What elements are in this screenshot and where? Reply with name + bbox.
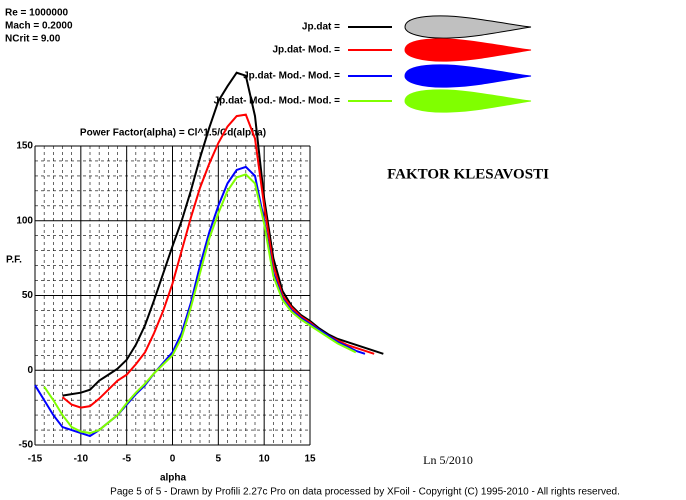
info-line: NCrit = 9.00 [5, 34, 61, 45]
y-tick-label: 0 [27, 365, 33, 376]
y-tick-label: 100 [16, 215, 33, 226]
y-tick-label: -50 [19, 440, 34, 451]
series-line [43, 173, 357, 435]
x-tick-label: -10 [74, 454, 89, 465]
airfoil-shape [404, 64, 532, 88]
y-tick-label: 50 [22, 290, 34, 301]
note: Ln 5/2010 [423, 453, 473, 467]
footer: Page 5 of 5 - Drawn by Profili 2.27c Pro… [110, 487, 620, 498]
airfoil-shape [404, 15, 532, 39]
x-tick-label: -15 [28, 454, 43, 465]
x-tick-label: 10 [259, 454, 271, 465]
chart-title: Power Factor(alpha) = Cl^1.5/Cd(alpha) [80, 128, 266, 139]
series-line [34, 165, 366, 438]
x-tick-label: -5 [122, 454, 131, 465]
y-tick-label: 150 [16, 141, 33, 152]
x-tick-label: 0 [170, 454, 176, 465]
airfoil-shape [404, 89, 532, 113]
info-line: Re = 1000000 [5, 8, 69, 19]
x-tick-label: 15 [304, 454, 316, 465]
legend-label: Jp.dat- Mod. = [273, 45, 341, 56]
x-axis-label: alpha [160, 473, 187, 484]
legend-label: Jp.dat- Mod.- Mod. = [243, 71, 340, 82]
x-tick-label: 5 [216, 454, 222, 465]
legend-label: Jp.dat- Mod.- Mod.- Mod. = [214, 96, 341, 107]
series-line [62, 71, 384, 397]
legend-label: Jp.dat = [302, 22, 340, 33]
y-axis-label: P.F. [6, 255, 22, 266]
annotation: FAKTOR KLESAVOSTI [387, 166, 549, 182]
info-line: Mach = 0.2000 [5, 21, 73, 32]
airfoil-shape [404, 38, 532, 62]
